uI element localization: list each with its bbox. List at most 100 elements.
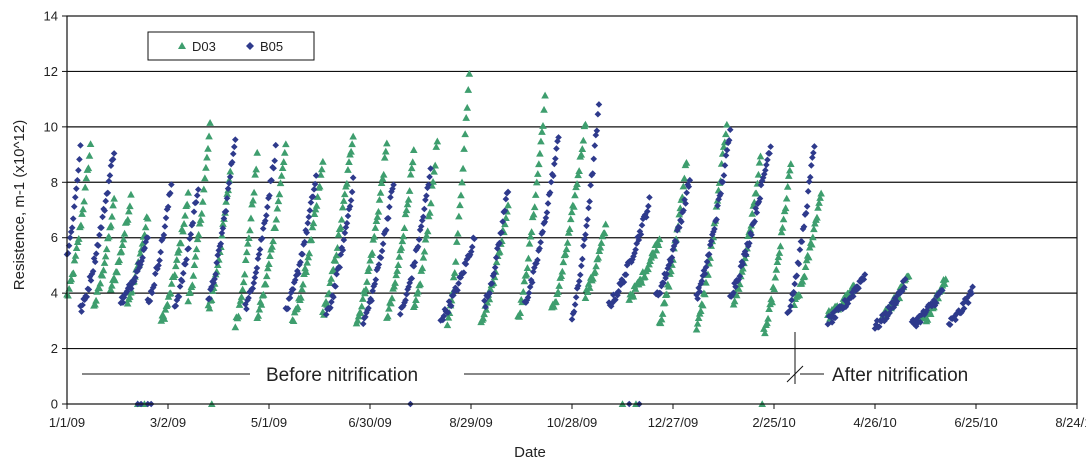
b05-point (463, 255, 471, 263)
d03-point (181, 211, 189, 219)
d03-point (327, 274, 336, 282)
d03-point (741, 254, 749, 262)
d03-point (777, 228, 786, 236)
d03-point (813, 213, 821, 221)
b05-point (69, 215, 77, 222)
b05-point (488, 280, 496, 287)
b05-point (686, 176, 694, 184)
b05-point (578, 262, 585, 270)
d03-point (223, 190, 231, 197)
b05-point (415, 236, 423, 243)
b05-point (811, 143, 818, 150)
d03-point (274, 197, 283, 205)
d03-point (665, 282, 673, 290)
d03-point (93, 287, 101, 295)
d03-point (106, 285, 115, 293)
d03-point (804, 253, 813, 261)
b05-point (92, 250, 100, 258)
d03-point (650, 251, 659, 259)
b05-point (546, 189, 554, 196)
d03-point (237, 293, 246, 300)
d03-point (565, 225, 574, 233)
d03-point (693, 319, 702, 327)
d03-point (581, 294, 590, 301)
b05-point (828, 319, 836, 326)
d03-point (675, 210, 684, 218)
d03-point (566, 215, 575, 223)
d03-point (736, 280, 744, 288)
b05-point (207, 286, 214, 293)
b05-point (91, 258, 99, 266)
b05-point (657, 289, 664, 297)
b05-point (739, 261, 747, 268)
d03-point (537, 137, 545, 145)
b05-point (746, 239, 753, 247)
b05-point (798, 238, 806, 246)
d03-point (680, 174, 689, 182)
b05-point (255, 251, 263, 258)
b05-point (162, 214, 170, 222)
b05-point (104, 189, 112, 197)
b05-point (382, 226, 390, 234)
b05-point (144, 296, 152, 304)
x-tick-label: 12/27/09 (648, 415, 699, 430)
d03-point (760, 325, 768, 332)
b05-point (672, 239, 680, 246)
b05-point (74, 176, 81, 184)
d03-point (363, 277, 371, 285)
b05-point (386, 203, 393, 211)
d03-point (752, 189, 761, 197)
b05-point (245, 294, 252, 302)
b05-point (149, 284, 157, 291)
d03-point (276, 179, 285, 187)
b05-point (614, 291, 621, 299)
b05-point (736, 272, 744, 280)
b05-point (721, 162, 729, 169)
legend-box (147, 31, 315, 61)
d03-point (595, 247, 604, 254)
d03-point (255, 305, 264, 313)
b05-point (523, 296, 531, 304)
d03-point (522, 270, 531, 278)
d03-point (343, 179, 351, 187)
b05-point (844, 300, 852, 307)
y-tick-label: 4 (51, 286, 58, 301)
b05-point (622, 271, 630, 279)
d03-point (701, 290, 709, 298)
d03-point (722, 130, 730, 138)
d03-point (192, 245, 201, 253)
d03-point (74, 234, 83, 242)
x-tick-label: 5/1/09 (251, 415, 287, 430)
b05-point (312, 172, 320, 179)
d03-point (235, 301, 244, 308)
d03-point (245, 234, 253, 242)
b05-point (800, 223, 808, 231)
d03-point (193, 235, 202, 243)
b05-point (378, 247, 386, 255)
b05-point (931, 302, 939, 309)
b05-point (807, 162, 815, 169)
d03-point (744, 232, 752, 239)
b05-point (670, 242, 678, 250)
gridlines (67, 70, 1077, 350)
d03-point (249, 196, 257, 204)
d03-point (222, 197, 230, 205)
d03-point (338, 203, 347, 211)
y-tick-label: 12 (44, 64, 58, 79)
d03-point (504, 201, 512, 209)
b05-point (723, 146, 731, 154)
d03-point (203, 153, 211, 161)
b05-point (805, 178, 813, 185)
b05-point (705, 250, 713, 258)
b05-point (481, 297, 488, 305)
d03-point (739, 264, 747, 272)
d03-point (372, 217, 381, 225)
b05-point (810, 149, 817, 157)
b05-point (758, 177, 766, 185)
d03-point (157, 316, 166, 324)
d03-point (111, 276, 119, 284)
d03-point (280, 148, 289, 156)
d03-point (433, 137, 442, 145)
b05-point (106, 172, 114, 179)
b05-point (214, 251, 222, 259)
